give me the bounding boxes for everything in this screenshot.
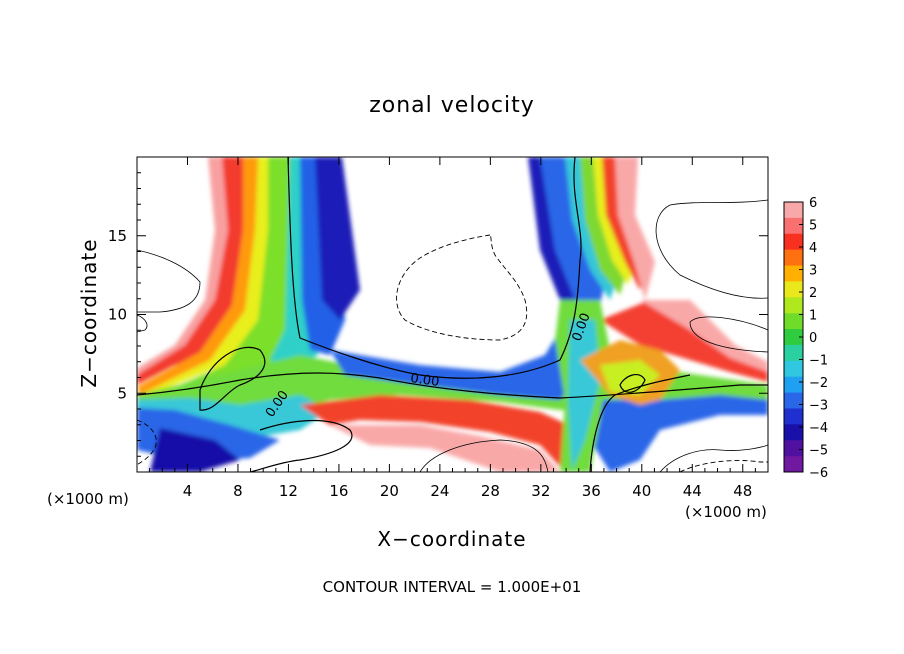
colorbar-segment <box>784 217 803 235</box>
x-tick-label: 24 <box>430 482 449 500</box>
contour-interval-note: CONTOUR INTERVAL = 1.000E+01 <box>323 578 582 596</box>
band-right-pink <box>640 300 768 372</box>
contour-zero-stem <box>589 374 691 472</box>
colorbar-segment <box>784 329 803 346</box>
contour-thin-left2 <box>137 314 148 333</box>
colorbar-tick-label: −4 <box>809 421 828 436</box>
colorbar-segment <box>784 456 803 473</box>
x-tick-label: 28 <box>481 482 500 500</box>
x-tick-label: 48 <box>733 482 752 500</box>
colorbar-tick-label: 6 <box>809 196 817 211</box>
contour-dashed-center <box>396 234 528 341</box>
colorbar-tick-label: −1 <box>809 354 828 369</box>
x-tick-label: 32 <box>531 482 550 500</box>
contour-thin-bottom <box>419 439 549 472</box>
plume-right-pink <box>615 157 655 300</box>
stem-yellow <box>600 360 660 395</box>
colorbar-tick-label: 4 <box>809 241 817 256</box>
contour-dashed-bottomleft <box>137 419 157 466</box>
colorbar-tick-label: −5 <box>809 444 828 459</box>
colorbar-segment <box>784 440 803 457</box>
plume-left-green <box>150 157 305 402</box>
colorbar-segment <box>784 202 803 219</box>
band-right-blue <box>590 395 768 472</box>
contour-thin-bottomright <box>659 444 768 472</box>
contour-zero-left <box>287 157 582 379</box>
y-axis-ticks: 5 10 15 <box>108 172 768 457</box>
band-right-red <box>600 300 768 382</box>
contour-zero-loop <box>199 346 266 411</box>
x-axis-label: X−coordinate <box>377 527 526 551</box>
contour-zero-eddy <box>619 373 646 393</box>
y-tick-label: 15 <box>108 227 127 245</box>
band-lower-pink <box>330 425 560 472</box>
x-tick-label: 20 <box>380 482 399 500</box>
colorbar-segment <box>784 392 803 409</box>
colorbar-tick-label: 0 <box>809 331 817 346</box>
contour-thin-topright <box>655 199 768 299</box>
colorbar-segment <box>784 424 803 441</box>
band-upper-blue <box>330 330 575 400</box>
x-tick-label: 4 <box>183 482 193 500</box>
x-tick-label: 8 <box>233 482 243 500</box>
band-lower-navy <box>150 428 240 472</box>
y-axis-label: Z−coordinate <box>77 238 101 387</box>
colorbar-tick-label: 2 <box>809 286 817 301</box>
colorbar-segment <box>784 408 803 425</box>
contour-thin-left <box>137 249 201 313</box>
colorbar-segment <box>784 281 803 298</box>
contour-label-1: 0.00 <box>409 371 440 390</box>
plume-left-navy <box>315 157 360 320</box>
colorbar-segment <box>784 344 803 362</box>
x-tick-label: 12 <box>279 482 298 500</box>
colorbar-segment <box>784 265 803 282</box>
colorbar-segment <box>784 376 803 394</box>
y-tick-label: 5 <box>117 384 127 402</box>
contour-zero-band <box>137 372 768 399</box>
colorbar-tick-label: 5 <box>809 219 817 234</box>
colorbar-segment <box>784 233 803 251</box>
chart-title: zonal velocity <box>369 93 535 118</box>
colorbar-segment <box>784 313 803 330</box>
contour-zero-lower <box>249 420 353 472</box>
x-tick-label: 36 <box>582 482 601 500</box>
x-unit-right: (×1000 m) <box>685 503 767 521</box>
x-unit-left: (×1000 m) <box>47 490 129 508</box>
colorbar-tick-label: −6 <box>809 466 828 481</box>
colorbar-tick-label: 3 <box>809 264 817 279</box>
colorbar-segment <box>784 360 803 378</box>
x-tick-label: 44 <box>683 482 702 500</box>
colorbar-segment <box>784 297 803 314</box>
contour-dashed-bottomright <box>679 460 768 472</box>
x-axis-ticks: 4 8 12 16 20 24 28 32 36 40 44 48 <box>149 157 756 500</box>
x-tick-label: 16 <box>329 482 348 500</box>
colorbar-tick-label: 1 <box>809 309 817 324</box>
colorbar-tick-label: −3 <box>809 399 828 414</box>
band-lower-red <box>300 395 590 472</box>
colorbar-segment <box>784 249 803 267</box>
y-tick-label: 10 <box>108 306 127 324</box>
x-tick-label: 40 <box>632 482 651 500</box>
colorbar-tick-label: −2 <box>809 376 828 391</box>
colorbar: 6 5 4 3 2 1 0 −1 −2 −3 −4 −5 −6 <box>783 196 828 481</box>
contour-thin-right <box>689 316 768 353</box>
velocity-field: 0.00 0.00 0.00 <box>137 157 768 472</box>
